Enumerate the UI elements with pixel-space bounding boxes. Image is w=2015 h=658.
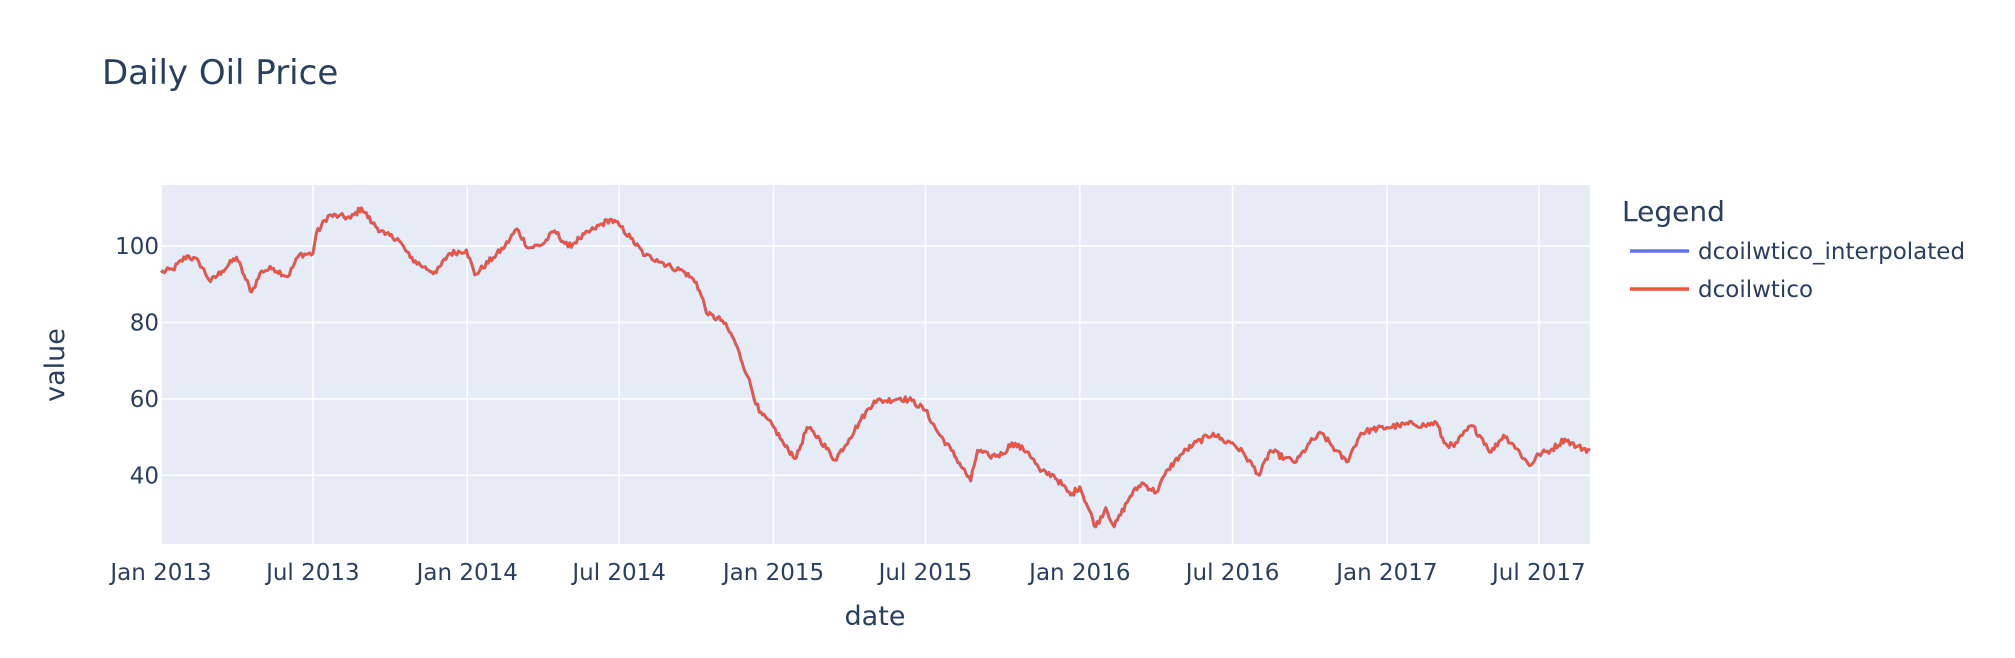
y-tick-label: 80 bbox=[130, 310, 159, 336]
chart-title: Daily Oil Price bbox=[102, 53, 338, 93]
x-axis-title: date bbox=[845, 601, 906, 632]
x-tick-label: Jan 2017 bbox=[1334, 560, 1437, 586]
plot-background bbox=[161, 185, 1590, 544]
y-tick-label: 60 bbox=[130, 387, 159, 413]
legend-label: dcoilwtico bbox=[1698, 277, 1813, 303]
y-tick-label: 100 bbox=[115, 234, 159, 260]
y-axis-ticks: 40 60 80 100 bbox=[115, 234, 159, 489]
x-tick-label: Jan 2014 bbox=[415, 560, 518, 586]
series-line-dcoilwtico bbox=[160, 206, 1591, 529]
x-tick-label: Jan 2013 bbox=[108, 560, 211, 586]
y-tick-label: 40 bbox=[130, 463, 159, 489]
x-tick-label: Jul 2015 bbox=[877, 560, 973, 586]
x-tick-label: Jan 2015 bbox=[721, 560, 824, 586]
x-tick-label: Jul 2016 bbox=[1184, 560, 1280, 586]
legend-items: dcoilwtico_interpolated dcoilwtico bbox=[1630, 239, 1965, 303]
x-tick-label: Jul 2017 bbox=[1490, 560, 1586, 586]
x-axis-ticks: Jan 2013 Jul 2013 Jan 2014 Jul 2014 Jan 2015… bbox=[108, 560, 1585, 586]
x-tick-label: Jul 2013 bbox=[264, 560, 360, 586]
legend-label: dcoilwtico_interpolated bbox=[1698, 239, 1965, 265]
legend-title: Legend bbox=[1622, 195, 1725, 228]
series-lines bbox=[160, 206, 1591, 529]
legend: Legend dcoilwtico_interpolated dcoilwtico bbox=[1622, 195, 1965, 303]
x-tick-label: Jul 2014 bbox=[570, 560, 666, 586]
y-axis-title: value bbox=[40, 328, 71, 402]
gridlines bbox=[160, 185, 1590, 544]
x-tick-label: Jan 2016 bbox=[1027, 560, 1130, 586]
